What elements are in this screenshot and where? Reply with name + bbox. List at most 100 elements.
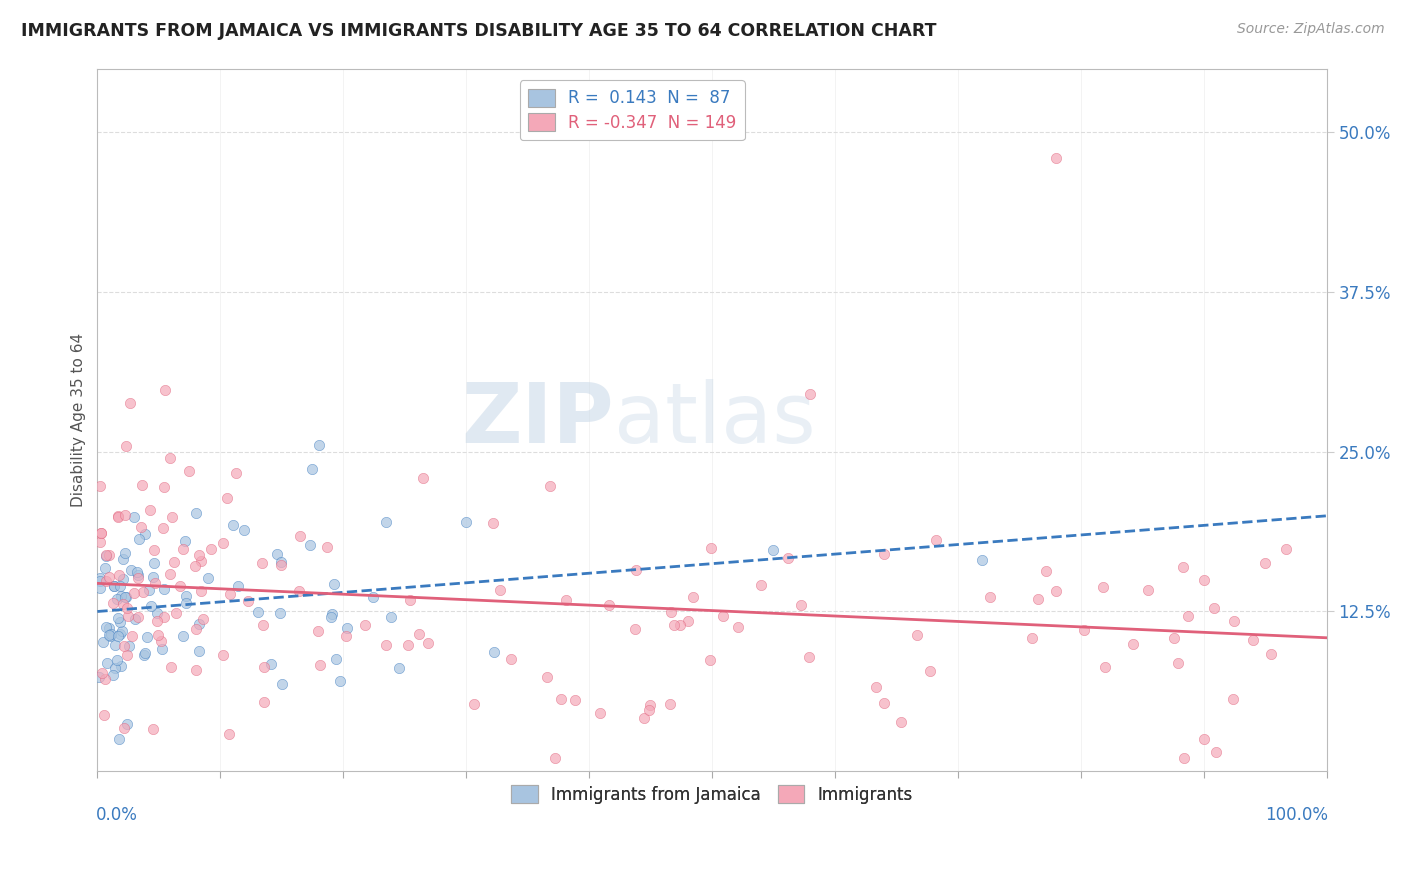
Point (598, 598, 620, 612)
Point (187, 617, 209, 632)
Point (183, 559, 205, 574)
Point (163, 555, 186, 569)
Point (115, 590, 138, 604)
Point (160, 510, 183, 524)
Point (115, 717, 138, 731)
Point (322, 577, 344, 591)
Point (711, 608, 734, 623)
Point (416, 636, 439, 650)
Point (90, 666, 112, 681)
Point (148, 628, 170, 642)
Point (200, 542, 222, 557)
Text: Source: ZipAtlas.com: Source: ZipAtlas.com (1237, 22, 1385, 37)
Point (127, 609, 149, 624)
Point (865, 680, 887, 694)
Point (141, 599, 163, 613)
Point (482, 516, 505, 530)
Point (321, 607, 343, 622)
Y-axis label: Disability Age 35 to 64: Disability Age 35 to 64 (72, 333, 86, 507)
Point (89, 574, 111, 588)
Point (127, 571, 149, 585)
Point (105, 653, 128, 667)
Point (232, 523, 254, 537)
Point (1045, 151, 1067, 165)
Point (114, 508, 136, 522)
Point (269, 606, 291, 620)
Point (111, 552, 134, 566)
Point (136, 630, 159, 644)
Point (94, 574, 117, 588)
Point (219, 587, 242, 601)
Point (499, 652, 522, 666)
Point (482, 644, 505, 658)
Point (153, 582, 176, 596)
Point (250, 556, 273, 570)
Point (190, 553, 212, 567)
Point (107, 510, 129, 524)
Point (1205, 745, 1227, 759)
Point (103, 579, 125, 593)
Point (308, 658, 330, 673)
Point (107, 611, 129, 625)
Point (252, 618, 274, 632)
Point (169, 579, 191, 593)
Point (315, 540, 337, 554)
Point (270, 555, 292, 569)
Point (325, 652, 347, 666)
Point (287, 583, 309, 598)
Point (114, 591, 136, 605)
Point (1177, 609, 1199, 624)
Point (101, 596, 124, 610)
Point (212, 535, 235, 549)
Point (260, 657, 283, 671)
Point (107, 731, 129, 746)
Point (132, 585, 155, 599)
Point (159, 450, 181, 465)
Point (138, 582, 160, 597)
Point (184, 507, 207, 521)
Point (134, 527, 156, 541)
Point (797, 650, 820, 665)
Point (979, 591, 1001, 605)
Point (103, 579, 125, 593)
Point (118, 639, 141, 653)
Point (662, 617, 685, 632)
Point (412, 471, 434, 485)
Point (319, 610, 342, 624)
Point (1092, 580, 1115, 594)
Point (336, 622, 359, 636)
Point (150, 634, 173, 648)
Point (682, 591, 704, 605)
Point (1222, 692, 1244, 706)
Point (172, 628, 194, 642)
Point (253, 660, 276, 674)
Point (1137, 583, 1160, 598)
Point (218, 727, 240, 741)
Point (1254, 556, 1277, 570)
Point (247, 605, 270, 619)
Point (103, 661, 125, 675)
Point (271, 677, 294, 691)
Point (110, 658, 132, 673)
Point (1275, 542, 1298, 557)
Point (1026, 592, 1049, 607)
Point (96, 548, 118, 562)
Point (174, 596, 197, 610)
Point (676, 615, 699, 629)
Text: atlas: atlas (613, 379, 815, 460)
Point (152, 480, 174, 494)
Point (197, 571, 219, 585)
Point (134, 646, 156, 660)
Point (165, 607, 187, 621)
Point (1202, 600, 1225, 615)
Legend: Immigrants from Jamaica, Immigrants: Immigrants from Jamaica, Immigrants (503, 777, 921, 812)
Point (87, 670, 110, 684)
Point (544, 751, 567, 765)
Point (308, 438, 330, 452)
Point (103, 668, 125, 682)
Point (1073, 623, 1095, 637)
Point (93, 707, 115, 722)
Point (191, 611, 214, 625)
Point (790, 598, 813, 612)
Point (150, 642, 173, 657)
